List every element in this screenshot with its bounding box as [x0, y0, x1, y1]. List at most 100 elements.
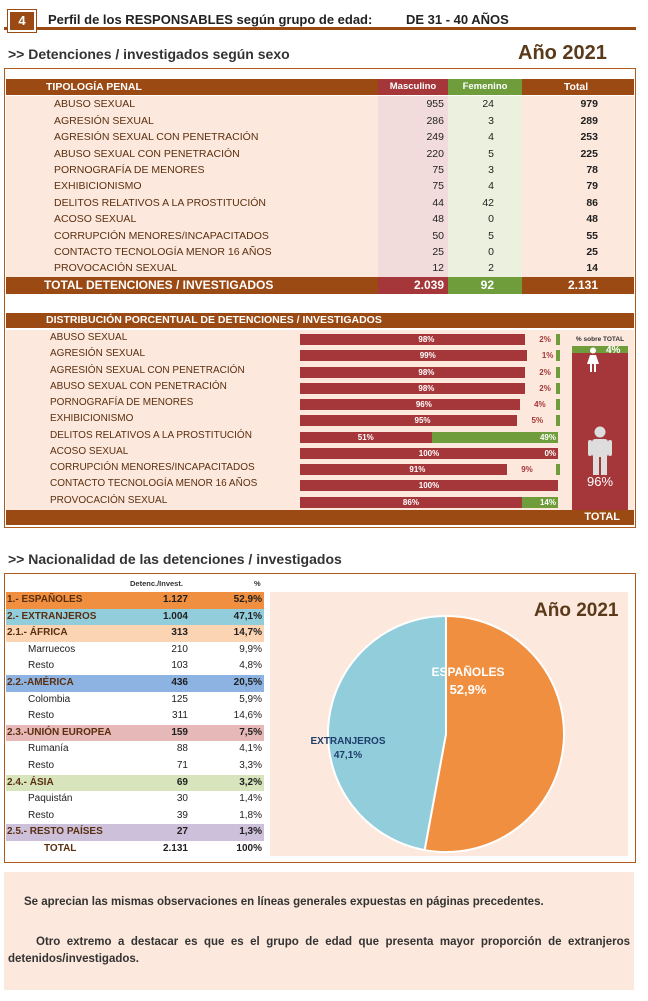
dist-bar: 96% 4% — [300, 399, 560, 410]
dist-bar-female-marker — [556, 464, 560, 475]
nat-count: 125 — [171, 693, 188, 705]
nat-pct: 3,3% — [239, 760, 262, 771]
row-label: ABUSO SEXUAL — [54, 98, 136, 111]
dist-bar-male: 51% — [300, 432, 432, 443]
nat-row: Paquistán 30 1,4% — [6, 791, 264, 808]
pie-chart-panel: Año 2021 ESPAÑOLES 52,9% EXTRANJEROS 47,1% — [270, 592, 628, 856]
row-masculino: 75 — [432, 164, 444, 176]
nat-pct: 9,9% — [239, 643, 262, 655]
dist-row-label: CONTACTO TECNOLOGÍA MENOR 16 AÑOS — [50, 478, 258, 489]
row-total: 55 — [586, 229, 598, 242]
nat-count: 71 — [176, 760, 188, 771]
nat-header-pct: % — [254, 579, 261, 588]
row-masculino: 286 — [426, 114, 444, 127]
dist-bar-female-marker — [556, 415, 560, 426]
dist-bar-female — [530, 480, 558, 491]
female-total-pct: 4% — [606, 345, 621, 356]
row-total: 979 — [580, 98, 598, 111]
row-femenino: 0 — [488, 246, 494, 258]
nat-count: 39 — [176, 809, 188, 821]
row-label: CONTACTO TECNOLOGÍA MENOR 16 AÑOS — [54, 246, 272, 258]
table-row: EXHIBICIONISMO 75 4 79 — [6, 178, 634, 195]
dist-bar-male: 96% — [300, 399, 548, 410]
row-total: 78 — [586, 164, 598, 176]
table-row: CORRUPCIÓN MENORES/INCAPACITADOS 50 5 55 — [6, 227, 634, 244]
dist-row-label: EXHIBICIONISMO — [50, 413, 134, 424]
dist-bar-male: 86% — [300, 497, 522, 508]
observation-2: Otro extremo a destacar es que es el gru… — [8, 936, 630, 965]
nat-count: 27 — [176, 826, 188, 838]
row-label: PROVOCACIÓN SEXUAL — [54, 262, 178, 275]
row-femenino: 4 — [488, 180, 494, 193]
section-title-nationality: >> Nacionalidad de las detenciones / inv… — [8, 551, 342, 567]
distribution-title: DISTRIBUCIÓN PORCENTUAL DE DETENCIONES /… — [6, 313, 634, 328]
nat-count: 88 — [176, 743, 188, 755]
dist-row-label: ABUSO SEXUAL CON PENETRACIÓN — [50, 381, 227, 392]
page-title: Perfil de los RESPONSABLES según grupo d… — [48, 12, 373, 27]
row-total: 225 — [580, 147, 598, 160]
dist-bar: 98% 2% — [300, 367, 560, 378]
nat-count: 103 — [171, 660, 188, 672]
nat-label: 2.- EXTRANJEROS — [7, 610, 97, 622]
dist-bar-female: 5% — [517, 415, 546, 426]
dist-bar: 51% 49% — [300, 432, 558, 443]
dist-bar: 86% 14% — [300, 497, 558, 508]
row-total: 48 — [586, 213, 598, 226]
observation-1: Se aprecian las mismas observaciones en … — [24, 896, 544, 908]
nat-row: TOTAL 2.131 100% — [6, 841, 264, 858]
nat-label: Colombia — [28, 693, 71, 705]
nat-row: 2.5.- RESTO PAÍSES 27 1,3% — [6, 824, 264, 841]
dist-bar-female: 14% — [521, 497, 558, 508]
row-total: 25 — [586, 246, 598, 258]
dist-bar-female: 49% — [431, 432, 558, 443]
pie-label-category: EXTRANJEROS — [310, 736, 385, 747]
dist-bar-female: 9% — [506, 464, 535, 475]
dist-bar-female-marker — [556, 383, 560, 394]
nat-count: 1.127 — [162, 594, 188, 605]
nat-row: 1.- ESPAÑOLES 1.127 52,9% — [6, 592, 264, 609]
row-total: 289 — [580, 114, 598, 127]
nat-label: Marruecos — [28, 643, 76, 655]
nat-pct: 5,9% — [239, 693, 262, 705]
row-femenino: 3 — [488, 164, 494, 176]
nat-label: 2.5.- RESTO PAÍSES — [7, 826, 103, 838]
total-label: TOTAL DETENCIONES / INVESTIGADOS — [44, 278, 274, 292]
dist-bar-male: 95% — [300, 415, 546, 426]
dist-bar-female: 2% — [524, 383, 553, 394]
side-label: % sobre TOTAL — [575, 336, 625, 343]
nat-label: Resto — [28, 710, 55, 722]
row-masculino: 48 — [432, 213, 444, 226]
row-masculino: 75 — [432, 180, 444, 193]
row-femenino: 5 — [488, 229, 494, 242]
row-label: PORNOGRAFÍA DE MENORES — [54, 164, 205, 176]
dist-row-label: PROVOCACIÓN SEXUAL — [50, 495, 168, 506]
nat-count: 159 — [171, 726, 188, 738]
nat-pct: 47,1% — [233, 610, 262, 622]
dist-bar: 99% 1% — [300, 350, 560, 361]
row-label: EXHIBICIONISMO — [54, 180, 142, 193]
dist-row-label: CORRUPCIÓN MENORES/INCAPACITADOS — [50, 462, 255, 473]
dist-bar: 95% 5% — [300, 415, 560, 426]
total-row: TOTAL DETENCIONES / INVESTIGADOS 2.039 9… — [6, 277, 634, 294]
nat-count: 2.131 — [162, 843, 188, 854]
dist-bar-male: 99% — [300, 350, 556, 361]
dist-row-label: AGRESIÓN SEXUAL — [50, 348, 146, 359]
table-row: AGRESIÓN SEXUAL 286 3 289 — [6, 112, 634, 130]
row-label: CORRUPCIÓN MENORES/INCAPACITADOS — [54, 229, 269, 242]
row-total: 79 — [586, 180, 598, 193]
nat-row: Resto 311 14,6% — [6, 708, 264, 725]
nat-row: Resto 39 1,8% — [6, 807, 264, 825]
nat-row: Rumanía 88 4,1% — [6, 741, 264, 758]
row-masculino: 25 — [432, 246, 444, 258]
row-label: ACOSO SEXUAL — [54, 213, 137, 226]
row-masculino: 44 — [432, 196, 444, 209]
female-total-bar — [572, 346, 628, 353]
row-femenino: 24 — [482, 98, 494, 111]
nat-header-count: Detenc./Invest. — [130, 579, 183, 588]
row-femenino: 0 — [488, 213, 494, 226]
table-row: ABUSO SEXUAL 955 24 979 — [6, 96, 634, 113]
nat-row: Marruecos 210 9,9% — [6, 641, 264, 659]
dist-bar-female: 1% — [527, 350, 556, 361]
row-total: 14 — [586, 262, 598, 275]
distribution-total-bar: TOTAL — [6, 510, 634, 525]
